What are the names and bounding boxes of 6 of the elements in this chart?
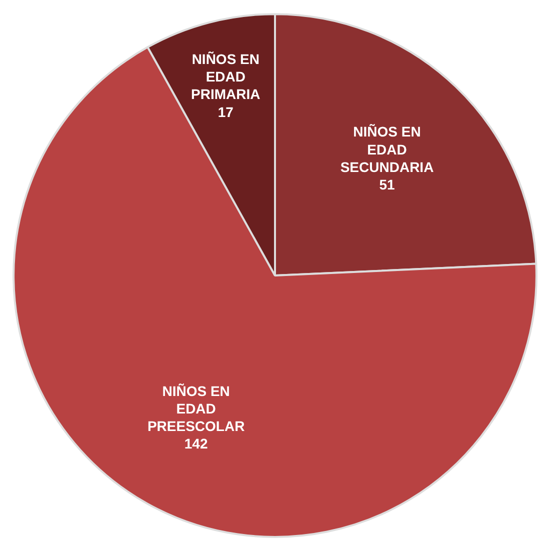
data-label: 142 [184, 436, 208, 452]
slice-label: NIÑOS EN EDAD PRIMARIA [191, 50, 260, 102]
data-label: 17 [218, 104, 234, 120]
slice-label: NIÑOS EN EDAD SECUNDARIA [340, 124, 434, 175]
slice-label: NIÑOS EN EDAD PREESCOLAR [147, 382, 245, 434]
data-label: 51 [379, 176, 396, 193]
